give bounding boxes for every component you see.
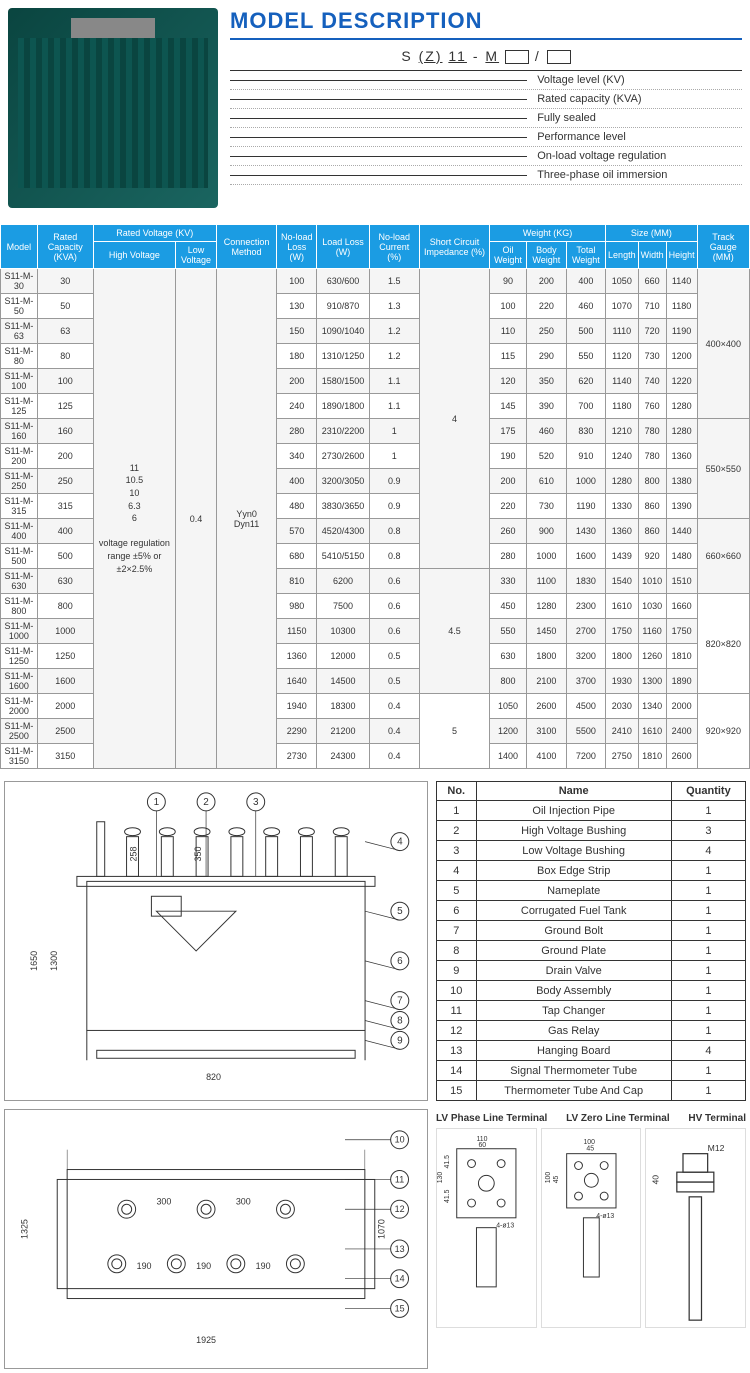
- svg-text:5: 5: [397, 906, 403, 917]
- svg-text:300: 300: [236, 1196, 251, 1206]
- svg-text:45: 45: [586, 1146, 594, 1153]
- svg-text:13: 13: [395, 1244, 405, 1254]
- svg-text:41.5: 41.5: [444, 1155, 451, 1169]
- svg-text:45: 45: [552, 1175, 559, 1183]
- svg-text:190: 190: [256, 1261, 271, 1271]
- svg-text:350: 350: [193, 847, 203, 862]
- header-section: MODEL DESCRIPTION S (Z) 11 - M / Voltage…: [0, 0, 750, 216]
- svg-text:190: 190: [196, 1261, 211, 1271]
- description-list: Voltage level (KV)Rated capacity (KVA)Fu…: [230, 70, 742, 185]
- svg-text:14: 14: [395, 1274, 405, 1284]
- svg-text:3: 3: [253, 797, 259, 808]
- model-code: S (Z) 11 - M /: [230, 48, 742, 64]
- desc-item: Fully sealed: [230, 109, 742, 128]
- svg-text:190: 190: [137, 1261, 152, 1271]
- svg-text:300: 300: [156, 1196, 171, 1206]
- svg-text:1300: 1300: [49, 951, 59, 971]
- specification-table: Model Rated Capacity (KVA) Rated Voltage…: [0, 224, 750, 769]
- svg-text:4-ø13: 4-ø13: [596, 1213, 614, 1220]
- desc-item: On-load voltage regulation: [230, 147, 742, 166]
- svg-text:11: 11: [395, 1174, 404, 1184]
- svg-text:6: 6: [397, 956, 403, 967]
- terminals-section: LV Phase Line Terminal LV Zero Line Term…: [436, 1109, 746, 1369]
- svg-text:1: 1: [154, 797, 160, 808]
- svg-text:15: 15: [395, 1303, 405, 1313]
- desc-item: Voltage level (KV): [230, 71, 742, 90]
- svg-text:258: 258: [129, 847, 139, 862]
- model-description: MODEL DESCRIPTION S (Z) 11 - M / Voltage…: [230, 8, 742, 208]
- svg-text:2: 2: [203, 797, 209, 808]
- svg-text:4-ø13: 4-ø13: [496, 1223, 514, 1230]
- svg-text:100: 100: [545, 1172, 552, 1184]
- svg-text:40: 40: [651, 1175, 661, 1185]
- svg-text:41.5: 41.5: [444, 1189, 451, 1203]
- middle-section: 1650 1300 820 258 350 1 2 3 4 5 6 7 8 9 No.NameQ…: [0, 777, 750, 1105]
- svg-text:1650: 1650: [29, 951, 39, 971]
- desc-item: Performance level: [230, 128, 742, 147]
- desc-item: Rated capacity (KVA): [230, 90, 742, 109]
- desc-item: Three-phase oil immersion: [230, 166, 742, 185]
- svg-text:130: 130: [437, 1172, 444, 1184]
- svg-text:1925: 1925: [196, 1335, 216, 1345]
- terminal-headers: LV Phase Line Terminal LV Zero Line Term…: [436, 1109, 746, 1128]
- svg-text:10: 10: [395, 1135, 405, 1145]
- product-image: [8, 8, 218, 208]
- parts-table: No.NameQuantity 1Oil Injection Pipe12Hig…: [436, 781, 746, 1101]
- svg-text:1070: 1070: [377, 1219, 387, 1239]
- top-view-diagram: 1325 1070 1925 300 300 190 190 190 10 11 1…: [4, 1109, 428, 1369]
- terminal-diagrams: 1106013041.541.54-ø13 10045100454-ø13 M1…: [436, 1128, 746, 1328]
- svg-text:7: 7: [397, 996, 403, 1007]
- svg-text:M12: M12: [708, 1143, 725, 1153]
- svg-text:12: 12: [395, 1204, 405, 1214]
- svg-text:1325: 1325: [19, 1219, 29, 1239]
- bottom-section: 1325 1070 1925 300 300 190 190 190 10 11 1…: [0, 1105, 750, 1373]
- svg-text:8: 8: [397, 1015, 403, 1026]
- svg-text:820: 820: [206, 1072, 221, 1082]
- svg-text:60: 60: [478, 1142, 486, 1149]
- svg-text:9: 9: [397, 1035, 403, 1046]
- side-diagram: 1650 1300 820 258 350 1 2 3 4 5 6 7 8 9: [4, 781, 428, 1101]
- svg-text:4: 4: [397, 837, 403, 848]
- model-title: MODEL DESCRIPTION: [230, 8, 742, 40]
